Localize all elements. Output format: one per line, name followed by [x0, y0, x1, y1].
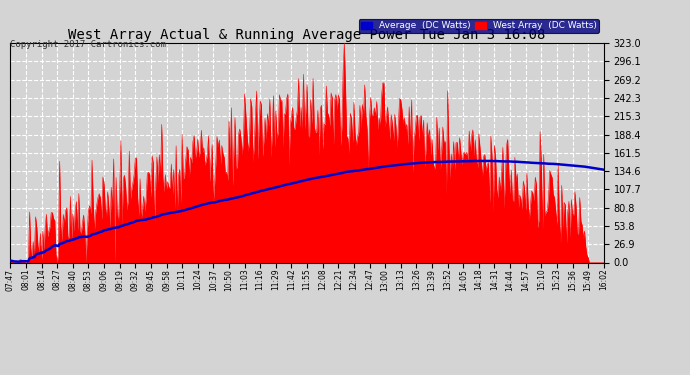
Title: West Array Actual & Running Average Power Tue Jan 3 16:08: West Array Actual & Running Average Powe…	[68, 28, 546, 42]
Legend: Average  (DC Watts), West Array  (DC Watts): Average (DC Watts), West Array (DC Watts…	[359, 19, 599, 33]
Text: Copyright 2017 Cartronics.com: Copyright 2017 Cartronics.com	[10, 40, 166, 49]
